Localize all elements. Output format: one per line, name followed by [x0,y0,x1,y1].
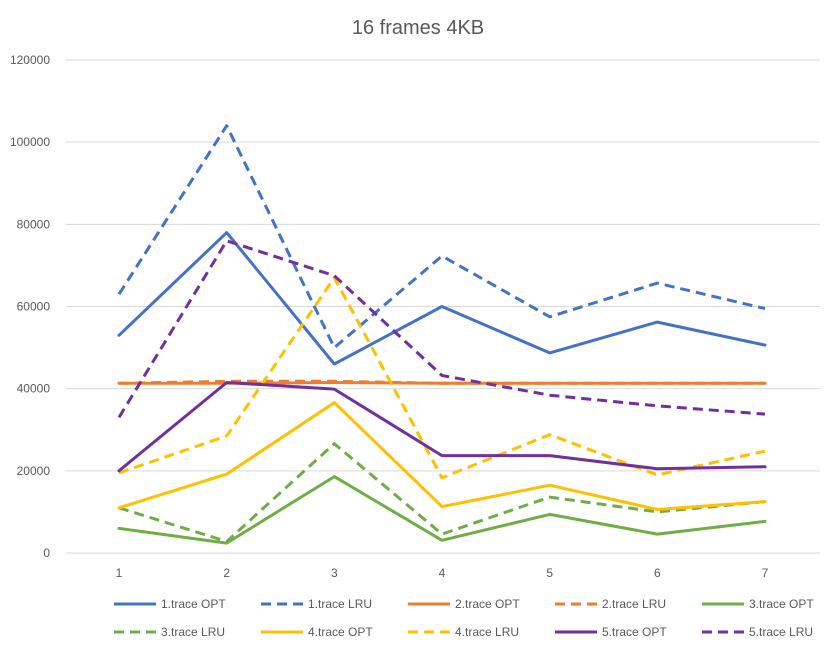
legend-item: 3.trace OPT [702,597,814,611]
legend-label: 2.trace LRU [602,597,666,611]
y-tick-label: 100000 [10,135,50,149]
legend-label: 1.trace LRU [308,597,372,611]
series-line [118,379,765,385]
series-line [118,442,766,543]
legend-item: 3.trace LRU [114,625,225,639]
legend-label: 1.trace OPT [161,597,226,611]
legend-item: 5.trace OPT [555,625,667,639]
legend-item: 4.trace LRU [408,625,519,639]
x-tick-label: 4 [439,566,446,580]
legend-item: 1.trace LRU [261,597,372,611]
x-tick-label: 3 [331,566,338,580]
legend: 1.trace OPT 1.trace LRU 2.trace OPT 2.trace… [114,597,814,639]
legend-item: 1.trace OPT [114,597,226,611]
y-tick-label: 20000 [17,464,51,478]
y-tick-label: 60000 [17,300,51,314]
legend-label: 5.trace OPT [602,625,667,639]
legend-label: 2.trace OPT [455,597,520,611]
series-line [117,401,767,511]
y-axis-ticks: 0 20000 40000 60000 80000 100000 120000 [10,53,50,560]
x-tick-label: 7 [762,566,769,580]
legend-label: 3.trace OPT [749,597,814,611]
chart-title: 16 frames 4KB [352,17,484,39]
series-line [117,124,766,350]
y-tick-label: 80000 [17,217,51,231]
gridlines [66,59,820,554]
legend-label: 3.trace LRU [161,625,225,639]
series-lines [117,124,767,545]
series-line [117,231,767,366]
y-tick-label: 40000 [17,382,51,396]
series-line [117,381,767,473]
series-line [118,276,766,480]
x-tick-label: 1 [116,566,123,580]
legend-item: 5.trace LRU [702,625,813,639]
legend-item: 4.trace OPT [261,625,373,639]
legend-item: 2.trace LRU [555,597,666,611]
x-tick-label: 5 [546,566,553,580]
x-axis-ticks: 1 2 3 4 5 6 7 [116,566,769,580]
y-tick-label: 0 [43,546,50,560]
y-tick-label: 120000 [10,53,50,67]
legend-label: 4.trace LRU [455,625,519,639]
legend-label: 4.trace OPT [308,625,373,639]
series-line [117,239,766,419]
series-line [117,475,767,545]
x-tick-label: 6 [654,566,661,580]
x-tick-label: 2 [223,566,230,580]
legend-item: 2.trace OPT [408,597,520,611]
legend-label: 5.trace LRU [749,625,813,639]
